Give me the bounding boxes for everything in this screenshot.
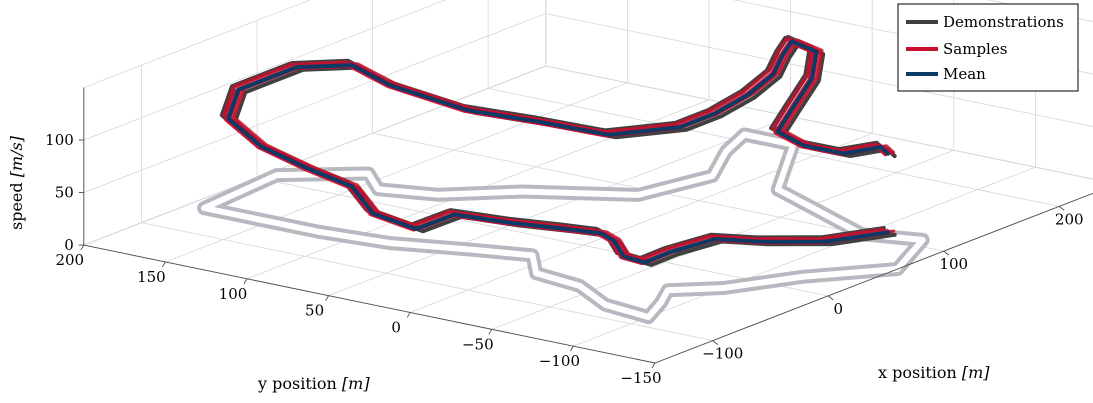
x-tick-label: 200 xyxy=(1055,210,1084,228)
x-tick-label: −100 xyxy=(702,345,743,363)
y-tick-mark xyxy=(488,329,493,335)
z-tick-label: 50 xyxy=(55,184,74,202)
y-tick-mark xyxy=(570,345,574,352)
y-tick-mark xyxy=(651,362,656,369)
x-tick-mark xyxy=(943,250,950,256)
x-tick-mark xyxy=(827,295,834,301)
y-tick-mark xyxy=(80,244,85,251)
y-tick-label: 150 xyxy=(137,268,166,286)
back-pane-y xyxy=(83,0,547,246)
x-tick-mark xyxy=(712,340,719,345)
y-tick-label: 0 xyxy=(391,318,401,336)
legend-label-samples: Samples xyxy=(943,40,1007,58)
series-lines xyxy=(219,35,897,267)
sample-line xyxy=(222,36,885,261)
y-tick-mark xyxy=(325,295,329,301)
y-tick-label: −150 xyxy=(620,369,661,387)
y-tick-label: 50 xyxy=(305,302,324,320)
y-axis-label: y position [m] xyxy=(257,374,370,393)
x-tick-label: 0 xyxy=(833,300,843,318)
y-tick-mark xyxy=(243,278,248,284)
y-axis-line xyxy=(83,244,656,364)
y-tick-mark xyxy=(162,261,166,268)
x-axis-label: x position [m] xyxy=(878,363,990,382)
y-tick-label: 200 xyxy=(55,251,84,269)
z-axis-label: speed [m/s] xyxy=(7,135,26,230)
y-tick-label: 100 xyxy=(219,285,248,303)
y-tick-mark xyxy=(406,312,411,318)
z-tick-label: 100 xyxy=(45,131,74,149)
z-gridline xyxy=(83,13,1093,193)
mean-line xyxy=(226,39,890,265)
legend-label-demonstrations: Demonstrations xyxy=(943,13,1064,31)
x-tick-label: 100 xyxy=(939,255,968,273)
y-tick-label: −100 xyxy=(539,352,580,370)
z-tick-label: 0 xyxy=(64,236,74,254)
legend-label-mean: Mean xyxy=(943,65,986,83)
y-gridline xyxy=(83,0,547,246)
legend: Demonstrations Samples Mean xyxy=(897,3,1079,92)
x-axis-line xyxy=(654,192,1093,364)
y-tick-label: −50 xyxy=(462,335,494,353)
x-tick-mark xyxy=(1058,206,1065,211)
